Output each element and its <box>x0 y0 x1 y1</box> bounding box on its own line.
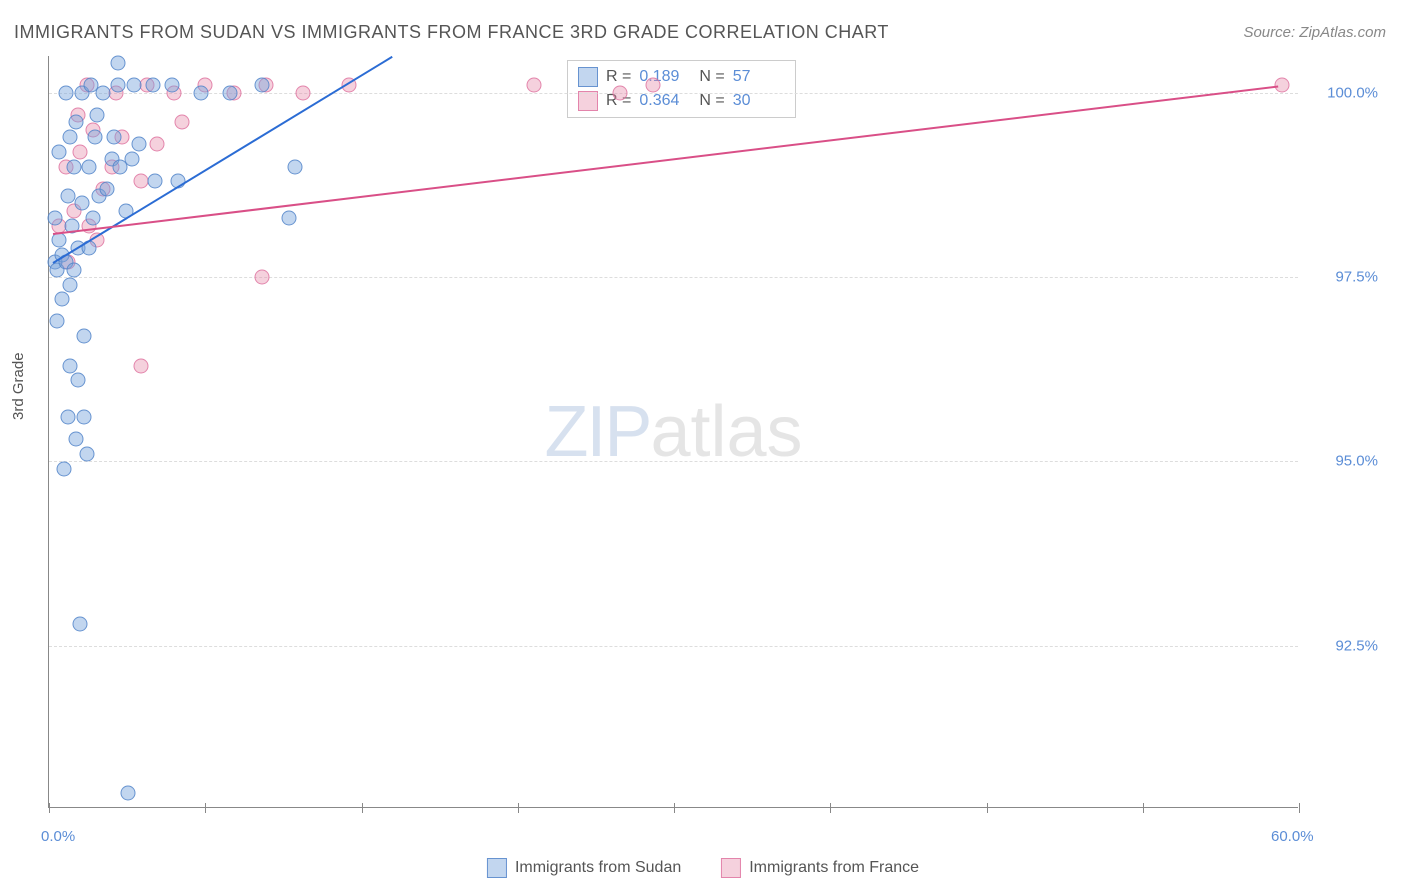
data-point-sudan <box>281 211 296 226</box>
data-point-sudan <box>223 85 238 100</box>
data-point-sudan <box>75 196 90 211</box>
data-point-sudan <box>131 137 146 152</box>
y-tick-label: 100.0% <box>1327 84 1378 101</box>
data-point-sudan <box>73 616 88 631</box>
x-tick-mark <box>49 803 50 813</box>
x-tick-mark <box>1299 803 1300 813</box>
x-tick-mark <box>205 803 206 813</box>
data-point-sudan <box>54 292 69 307</box>
data-point-sudan <box>127 78 142 93</box>
watermark-zip: ZIP <box>544 392 650 472</box>
data-point-sudan <box>71 373 86 388</box>
chart-title: IMMIGRANTS FROM SUDAN VS IMMIGRANTS FROM… <box>14 22 889 43</box>
data-point-sudan <box>83 78 98 93</box>
data-point-sudan <box>164 78 179 93</box>
y-axis-label: 3rd Grade <box>10 352 27 420</box>
legend-label-sudan: Immigrants from Sudan <box>515 859 681 877</box>
data-point-sudan <box>148 174 163 189</box>
data-point-sudan <box>48 211 63 226</box>
data-point-sudan <box>96 85 111 100</box>
x-tick-label: 0.0% <box>41 828 75 845</box>
data-point-sudan <box>110 78 125 93</box>
data-point-sudan <box>52 233 67 248</box>
x-tick-label: 60.0% <box>1271 828 1314 845</box>
data-point-sudan <box>56 461 71 476</box>
swatch-sudan <box>578 67 598 87</box>
scatter-chart: ZIPatlas R = 0.189 N = 57 R = 0.364 N = … <box>48 56 1298 808</box>
data-point-sudan <box>125 152 140 167</box>
data-point-sudan <box>85 211 100 226</box>
r-label: R = <box>606 68 631 86</box>
data-point-france <box>150 137 165 152</box>
y-tick-label: 92.5% <box>1335 637 1378 654</box>
y-tick-label: 95.0% <box>1335 453 1378 470</box>
data-point-sudan <box>287 159 302 174</box>
series-legend: Immigrants from Sudan Immigrants from Fr… <box>487 858 919 878</box>
legend-label-france: Immigrants from France <box>749 859 919 877</box>
gridline <box>49 277 1298 278</box>
data-point-sudan <box>77 410 92 425</box>
n-value-sudan: 57 <box>733 68 785 86</box>
data-point-sudan <box>194 85 209 100</box>
data-point-sudan <box>62 358 77 373</box>
data-point-sudan <box>79 447 94 462</box>
data-point-sudan <box>62 277 77 292</box>
data-point-france <box>73 144 88 159</box>
data-point-france <box>646 78 661 93</box>
data-point-sudan <box>62 130 77 145</box>
data-point-sudan <box>81 159 96 174</box>
data-point-france <box>254 270 269 285</box>
data-point-sudan <box>50 314 65 329</box>
data-point-sudan <box>89 107 104 122</box>
data-point-sudan <box>67 262 82 277</box>
legend-item-sudan: Immigrants from Sudan <box>487 858 681 878</box>
x-tick-mark <box>362 803 363 813</box>
x-tick-mark <box>987 803 988 813</box>
data-point-sudan <box>146 78 161 93</box>
y-tick-label: 97.5% <box>1335 269 1378 286</box>
data-point-sudan <box>58 85 73 100</box>
swatch-france <box>721 858 741 878</box>
data-point-sudan <box>67 159 82 174</box>
data-point-france <box>612 85 627 100</box>
data-point-sudan <box>254 78 269 93</box>
gridline <box>49 646 1298 647</box>
legend-row-sudan: R = 0.189 N = 57 <box>578 65 785 89</box>
r-value-france: 0.364 <box>639 92 691 110</box>
x-tick-mark <box>830 803 831 813</box>
data-point-france <box>296 85 311 100</box>
data-point-france <box>133 358 148 373</box>
source-attribution: Source: ZipAtlas.com <box>1243 24 1386 41</box>
x-tick-mark <box>674 803 675 813</box>
data-point-sudan <box>69 115 84 130</box>
watermark-atlas: atlas <box>650 392 802 472</box>
gridline <box>49 461 1298 462</box>
data-point-sudan <box>106 130 121 145</box>
data-point-sudan <box>121 786 136 801</box>
correlation-legend: R = 0.189 N = 57 R = 0.364 N = 30 <box>567 60 796 118</box>
data-point-france <box>527 78 542 93</box>
n-value-france: 30 <box>733 92 785 110</box>
data-point-sudan <box>100 181 115 196</box>
swatch-france <box>578 91 598 111</box>
data-point-sudan <box>60 189 75 204</box>
data-point-sudan <box>87 130 102 145</box>
data-point-france <box>133 174 148 189</box>
swatch-sudan <box>487 858 507 878</box>
x-tick-mark <box>1143 803 1144 813</box>
legend-item-france: Immigrants from France <box>721 858 919 878</box>
data-point-sudan <box>110 56 125 71</box>
data-point-france <box>175 115 190 130</box>
data-point-sudan <box>52 144 67 159</box>
n-label: N = <box>699 92 724 110</box>
watermark: ZIPatlas <box>544 391 802 473</box>
data-point-sudan <box>77 329 92 344</box>
n-label: N = <box>699 68 724 86</box>
x-tick-mark <box>518 803 519 813</box>
data-point-sudan <box>69 432 84 447</box>
data-point-sudan <box>60 410 75 425</box>
